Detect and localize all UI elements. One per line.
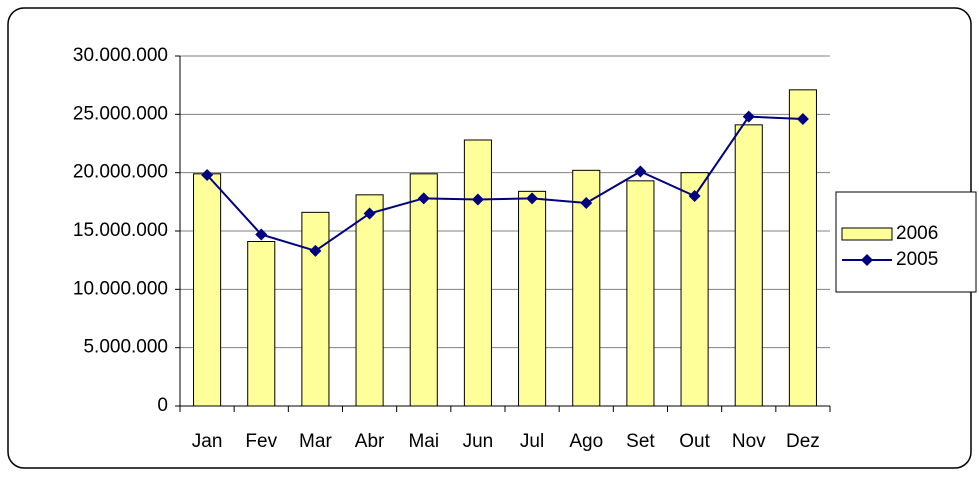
line-marker (580, 197, 593, 209)
x-tick-label: Out (679, 431, 710, 452)
bar (247, 241, 276, 407)
bar (518, 190, 547, 407)
bar (680, 172, 709, 407)
y-tick-label: 5.000.000 (83, 337, 168, 358)
bar (626, 180, 655, 407)
line-marker (309, 244, 322, 257)
x-tick-label: Set (626, 431, 655, 452)
line-marker (526, 192, 539, 205)
legend-swatch (861, 254, 873, 266)
line-marker (688, 190, 701, 202)
y-tick-label: 30.000.000 (73, 45, 168, 66)
x-tick-label: Mar (299, 431, 332, 452)
x-tick-label: Dez (786, 431, 820, 452)
line (206, 115, 803, 252)
legend-box (835, 191, 977, 293)
y-tick-label: 15.000.000 (73, 220, 168, 241)
x-tick-label: Jun (463, 431, 494, 452)
y-tick-label: 20.000.000 (73, 162, 168, 183)
bar (572, 169, 601, 407)
y-tick-label: 0 (157, 395, 168, 416)
bar (193, 173, 222, 407)
line-marker (255, 228, 268, 241)
x-tick-label: Ago (569, 431, 603, 452)
x-tick-label: Nov (732, 431, 766, 452)
bar (355, 194, 384, 407)
legend-label: 2005 (896, 249, 938, 270)
x-tick-label: Fev (245, 431, 277, 452)
y-tick-label: 25.000.000 (73, 103, 168, 124)
bar (463, 139, 492, 407)
line-marker (201, 169, 214, 181)
bar (734, 124, 763, 407)
x-tick-label: Jul (520, 431, 544, 452)
x-tick-label: Abr (355, 431, 385, 452)
line-marker (363, 207, 376, 220)
bar (788, 89, 817, 407)
bar (409, 173, 438, 407)
bar (301, 211, 330, 407)
x-tick-label: Jan (192, 431, 223, 452)
line-marker (742, 110, 755, 123)
legend-swatch (841, 227, 893, 241)
y-tick-label: 10.000.000 (73, 278, 168, 299)
line-marker (417, 192, 430, 205)
line-marker (796, 113, 809, 125)
line-marker (471, 193, 484, 206)
legend-label: 2006 (896, 223, 938, 244)
line-marker (634, 165, 647, 178)
x-tick-label: Mai (408, 431, 439, 452)
